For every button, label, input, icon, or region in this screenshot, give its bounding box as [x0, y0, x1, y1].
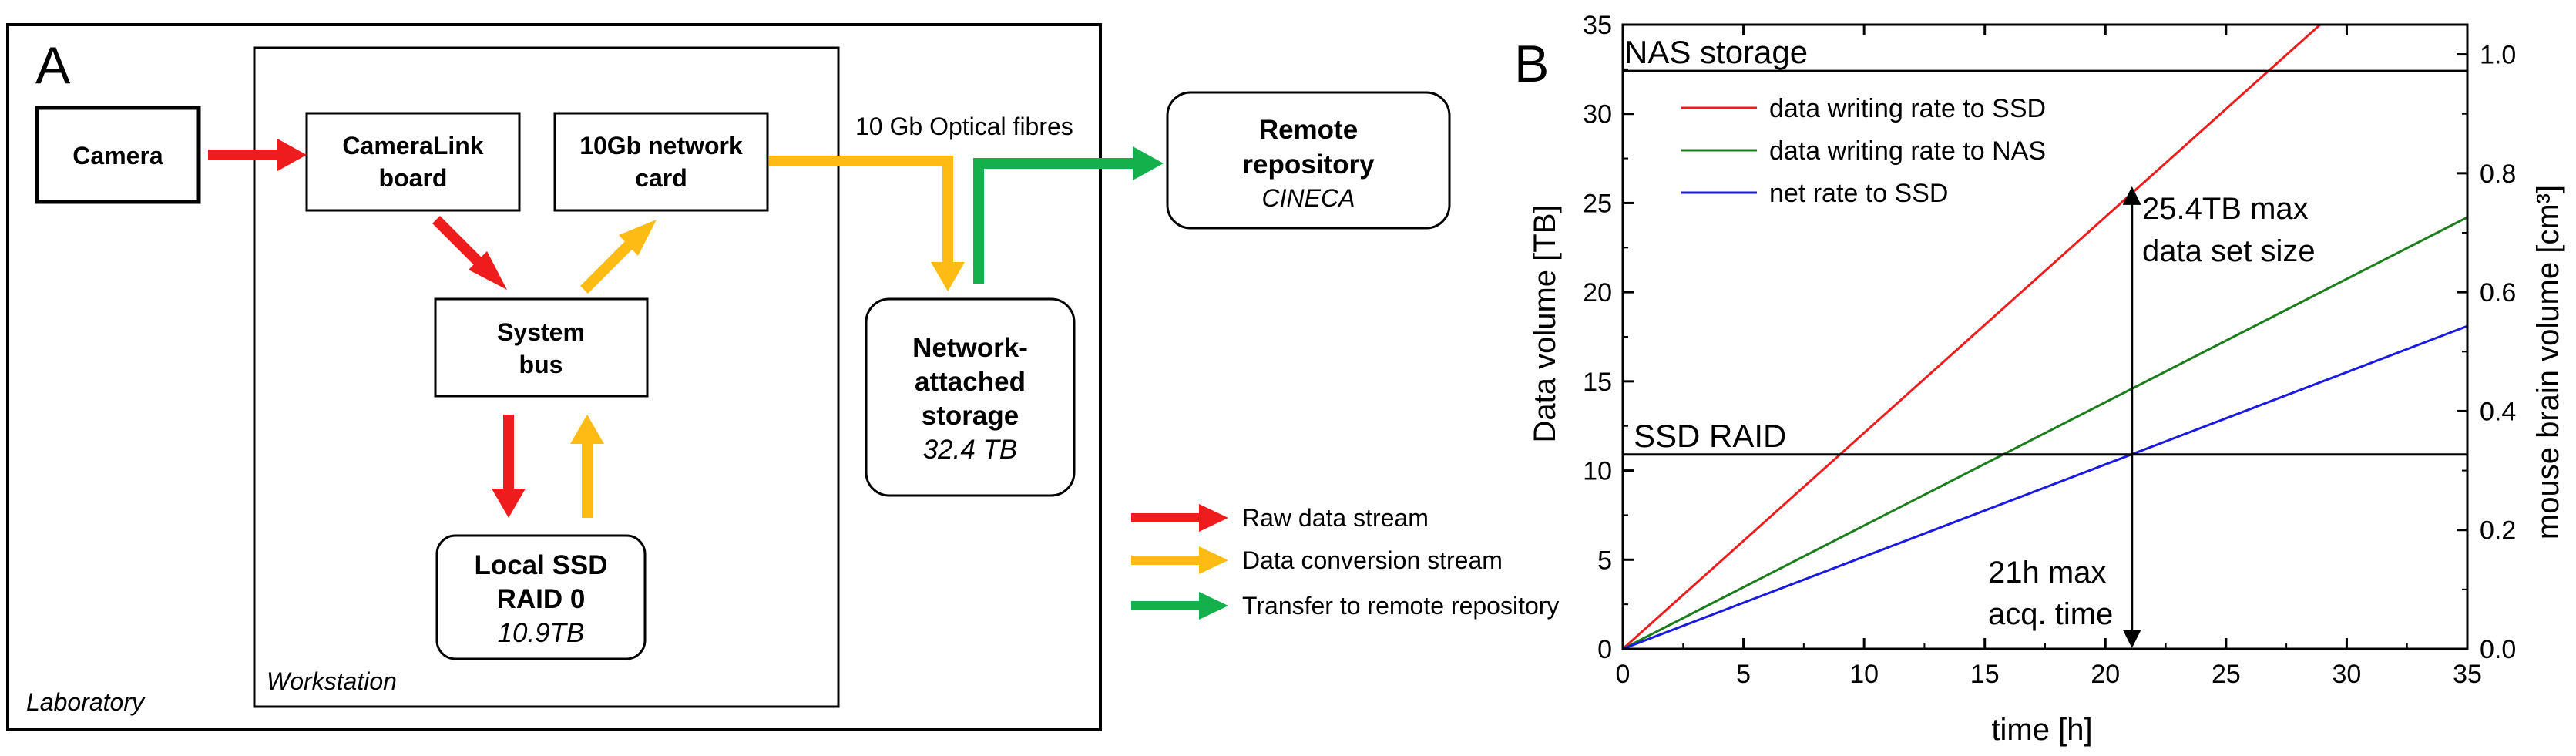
camera-label: Camera [72, 142, 163, 170]
nas-storage-label: NAS storage [1624, 34, 1808, 70]
annot-size-line1: 25.4TB max [2142, 192, 2309, 226]
legend-raw: Raw data stream [1131, 504, 1429, 532]
legend-raw-label: Raw data stream [1242, 504, 1429, 532]
x-axis-label: time [h] [1991, 713, 2092, 747]
y2-axis-label: mouse brain volume [cm³] [2531, 185, 2565, 539]
remote-node: Remote repository CINECA [1166, 91, 1451, 230]
legend-label-1: data writing rate to SSD [1769, 94, 2046, 123]
y2-tick-label-0.4: 0.4 [2480, 397, 2516, 426]
y-tick-label-5: 5 [1597, 546, 1612, 575]
system-bus-node: System bus [434, 297, 649, 398]
workstation-label: Workstation [267, 667, 397, 695]
x-tick-label-15: 15 [1970, 660, 2000, 689]
ssd-line2: RAID 0 [497, 584, 586, 614]
series-line-1 [1623, 25, 2321, 649]
remote-line2: repository [1242, 150, 1375, 180]
arrow-ssd-to-bus [570, 415, 604, 518]
x-tick-label-30: 30 [2333, 660, 2362, 689]
y2-tick-label-0.0: 0.0 [2480, 635, 2516, 664]
annot-time-line1: 21h max [1988, 556, 2106, 590]
y2-tick-label-0.8: 0.8 [2480, 160, 2516, 189]
arrow-cameralink-to-bus [432, 216, 507, 290]
x-tick-label-0: 0 [1616, 660, 1631, 689]
workstation-frame [253, 46, 840, 708]
ssd-capacity: 10.9TB [498, 618, 585, 648]
panel-b: B 0 5 10 15 20 25 30 35051015202530350.00.20.40… [1514, 11, 2565, 747]
nas-line1: Network- [912, 333, 1028, 363]
legend-transfer: Transfer to remote repository [1131, 592, 1559, 620]
transfer-arrows [973, 146, 1164, 284]
remote-line1: Remote [1259, 115, 1358, 145]
legend-label-2: data writing rate to NAS [1769, 136, 2046, 166]
nas-node: Network- attached storage 32.4 TB [865, 297, 1076, 497]
nas-line2: attached [915, 367, 1026, 397]
cameralink-line2: board [379, 164, 448, 192]
arrow-nas-to-remote [973, 146, 1164, 284]
remote-site: CINECA [1262, 184, 1355, 212]
conversion-arrows [570, 156, 965, 518]
local-ssd-node: Local SSD RAID 0 10.9TB [435, 534, 647, 660]
legend-conversion-label: Data conversion stream [1242, 546, 1503, 574]
netcard-line1: 10Gb network [579, 132, 743, 160]
x-tick-label-20: 20 [2091, 660, 2120, 689]
y-tick-label-30: 30 [1583, 100, 1612, 129]
x-tick-label-35: 35 [2453, 660, 2482, 689]
y-axis-label: Data volume [TB] [1528, 204, 1562, 442]
legend-conversion: Data conversion stream [1131, 546, 1503, 574]
y-tick-label-20: 20 [1583, 278, 1612, 307]
laboratory-label: Laboratory [26, 688, 146, 716]
arrow-bus-to-ssd [492, 415, 526, 518]
arrow-camera-to-cameralink [208, 139, 307, 171]
ssd-raid-label: SSD RAID [1634, 418, 1786, 454]
optical-fibres-label: 10 Gb Optical fibres [855, 113, 1073, 140]
cameralink-node: CameraLink board [305, 112, 521, 212]
cameralink-line1: CameraLink [342, 132, 483, 160]
y-tick-label-35: 35 [1583, 11, 1612, 40]
system-bus-line2: bus [519, 351, 563, 378]
laboratory-frame [6, 23, 1102, 731]
panel-b-label: B [1514, 35, 1549, 93]
x-tick-label-25: 25 [2212, 660, 2241, 689]
annot-size-line2: data set size [2142, 234, 2316, 268]
annot-time-line2: acq. time [1988, 597, 2113, 631]
legend-label-3: net rate to SSD [1769, 179, 1948, 208]
netcard-line2: card [635, 164, 687, 192]
y-tick-label-15: 15 [1583, 368, 1612, 397]
y2-tick-label-0.6: 0.6 [2480, 278, 2516, 307]
ssd-line1: Local SSD [474, 550, 607, 580]
panel-a-label: A [35, 36, 71, 95]
raw-arrows [208, 139, 526, 518]
y-tick-label-10: 10 [1583, 457, 1612, 486]
series-line-3 [1623, 324, 2467, 649]
netcard-node: 10Gb network card [553, 112, 769, 212]
x-tick-label-10: 10 [1849, 660, 1879, 689]
y2-tick-label-1.0: 1.0 [2480, 41, 2516, 70]
nas-line3: storage [922, 401, 1019, 431]
legend-a: Raw data stream Data conversion stream T… [1131, 504, 1559, 620]
chart: 0 5 10 15 20 25 30 35051015202530350.00.20.40.6… [1583, 11, 2516, 689]
x-tick-label-5: 5 [1736, 660, 1751, 689]
panel-a: A Laboratory Workstation Camera CameraLi… [6, 23, 1559, 731]
arrow-netcard-to-nas [769, 156, 965, 291]
y-tick-label-0: 0 [1597, 635, 1612, 664]
camera-node: Camera [35, 106, 201, 204]
series-line-2 [1623, 216, 2467, 649]
y2-tick-label-0.2: 0.2 [2480, 516, 2516, 546]
system-bus-line1: System [497, 318, 585, 346]
y-tick-label-25: 25 [1583, 189, 1612, 218]
nas-capacity: 32.4 TB [923, 435, 1018, 465]
arrow-bus-to-netcard [580, 220, 657, 294]
legend-transfer-label: Transfer to remote repository [1242, 592, 1559, 620]
